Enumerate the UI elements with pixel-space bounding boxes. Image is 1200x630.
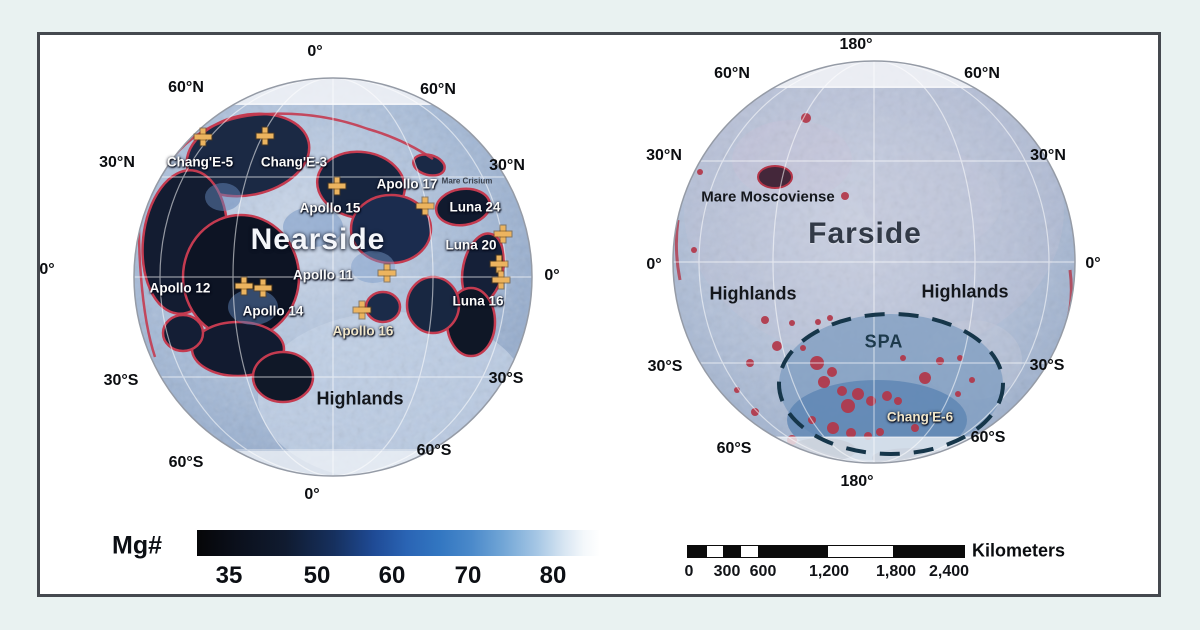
mare-moscoviense-patch [757, 165, 793, 189]
colorbar-tick-70: 70 [454, 562, 482, 589]
farside-60n-right-label: 60°N [964, 65, 1000, 82]
globe-rim [133, 77, 533, 477]
nearside-30n-right-label: 30°N [489, 157, 525, 174]
nearside-title: Nearside [250, 223, 386, 256]
site-marker-luna20-icon [490, 255, 508, 273]
graticule [673, 61, 1075, 463]
farside-lon-top-label: 180° [839, 36, 873, 53]
site-label-luna20: Luna 20 [445, 237, 497, 253]
mare-crisium-label: Mare Crisium [441, 176, 493, 186]
site-marker-apollo14-icon [254, 279, 272, 297]
spa-dashed-outline [777, 312, 1005, 456]
farside-globe [672, 60, 1076, 464]
nearside-60n-left-label: 60°N [168, 79, 204, 96]
farside-eq-left-label: 0° [646, 256, 662, 273]
nearside-30s-left-label: 30°S [103, 372, 139, 389]
nearside-30s-right-label: 30°S [488, 370, 524, 387]
nearside-eq-left-label: 0° [39, 261, 55, 278]
site-marker-change3-icon [256, 127, 274, 145]
scale-tick-600: 600 [749, 563, 777, 580]
graticule [134, 78, 532, 476]
site-label-apollo14: Apollo 14 [242, 303, 304, 319]
site-marker-apollo12-icon [235, 277, 253, 295]
scale-tick-0: 0 [684, 563, 694, 580]
site-label-luna16: Luna 16 [452, 293, 504, 309]
maria-regions [141, 112, 506, 404]
site-label-luna24: Luna 24 [449, 199, 501, 215]
scale-bar-unit-label: Kilometers [972, 540, 1066, 561]
farside-60n-left-label: 60°N [714, 65, 750, 82]
nearside-globe [133, 77, 533, 477]
site-marker-change5-icon [194, 128, 212, 146]
spa-label: SPA [864, 331, 904, 352]
farside-60s-left-label: 60°S [716, 440, 752, 457]
nearside-lon-top-label: 0° [307, 43, 323, 60]
site-label-change3: Chang'E-3 [260, 154, 328, 170]
colorbar-title: Mg# [112, 531, 162, 560]
site-label-change6: Chang'E-6 [886, 409, 954, 425]
nearside-highlands-label: Highlands [316, 388, 404, 409]
site-label-apollo12: Apollo 12 [149, 280, 211, 296]
farside-eq-right-label: 0° [1085, 255, 1101, 272]
nearside-30n-left-label: 30°N [99, 154, 135, 171]
colorbar-tick-80: 80 [539, 562, 567, 589]
nearside-lon-bottom-label: 0° [304, 486, 320, 503]
farside-60s-right-label: 60°S [970, 429, 1006, 446]
colorbar-tick-35: 35 [215, 562, 243, 589]
site-label-apollo11: Apollo 11 [292, 267, 354, 283]
farside-lon-bottom-label: 180° [840, 473, 874, 490]
farside-30s-left-label: 30°S [647, 358, 683, 375]
nearside-60s-left-label: 60°S [168, 454, 204, 471]
farside-30s-right-label: 30°S [1029, 357, 1065, 374]
globe-rim [672, 60, 1076, 464]
site-marker-apollo17-icon [416, 197, 434, 215]
farside-30n-right-label: 30°N [1030, 147, 1066, 164]
site-label-apollo15: Apollo 15 [299, 200, 361, 216]
site-marker-apollo11-icon [378, 264, 396, 282]
site-label-apollo17: Apollo 17 [376, 176, 438, 192]
farside-30n-left-label: 30°N [646, 147, 682, 164]
scale-tick-300: 300 [713, 563, 741, 580]
colorbar-gradient [197, 530, 600, 556]
nearside-60s-right-label: 60°S [416, 442, 452, 459]
scale-tick-1800: 1,800 [875, 563, 917, 580]
site-marker-luna24-icon [494, 225, 512, 243]
site-marker-luna16-icon [492, 271, 510, 289]
scale-tick-2400: 2,400 [928, 563, 970, 580]
colorbar-tick-60: 60 [378, 562, 406, 589]
colorbar-tick-50: 50 [303, 562, 331, 589]
farside-highlands-right-label: Highlands [921, 281, 1009, 302]
farside-highlands-left-label: Highlands [709, 283, 797, 304]
nearside-eq-right-label: 0° [544, 267, 560, 284]
scale-bar [687, 545, 965, 558]
scale-tick-1200: 1,200 [808, 563, 850, 580]
nearside-60n-right-label: 60°N [420, 81, 456, 98]
mare-moscoviense-label: Mare Moscoviense [701, 188, 835, 206]
site-marker-apollo16-icon [353, 301, 371, 319]
site-label-apollo16: Apollo 16 [332, 323, 394, 339]
site-label-change5: Chang'E-5 [166, 154, 234, 170]
site-marker-apollo15-icon [328, 177, 346, 195]
farside-title: Farside [808, 217, 922, 250]
